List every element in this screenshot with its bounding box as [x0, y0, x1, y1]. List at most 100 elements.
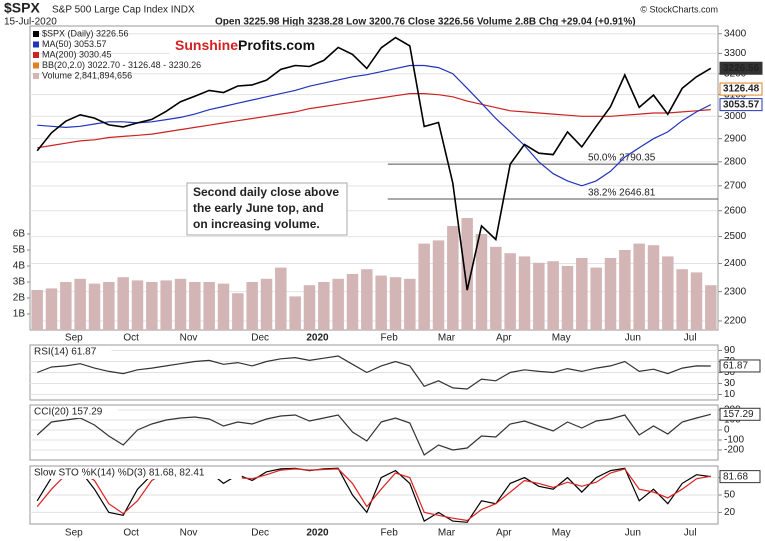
- annotation-line: the early June top, and: [193, 201, 324, 215]
- title-bg: [31, 467, 242, 479]
- series-line: [37, 93, 711, 149]
- volume-bar: [533, 262, 545, 330]
- volume-bar: [633, 243, 645, 330]
- value-badge: [719, 98, 763, 112]
- legend-label: $SPX (Daily) 3226.56: [42, 28, 129, 38]
- quote: Open 3225.98 High 3238.28 Low 3200.76 Cl…: [215, 17, 636, 28]
- volume-bar: [490, 246, 502, 330]
- legend-swatch: [33, 62, 39, 69]
- y2-tick-label: 2B: [13, 293, 26, 304]
- x-tick-label: May: [552, 528, 571, 539]
- fib-label: 50.0% 2790.35: [588, 153, 656, 164]
- legend-swatch: [33, 41, 39, 48]
- volume-bar: [260, 278, 273, 330]
- x-tick-label: Mar: [438, 528, 456, 539]
- y-tick-label: -100: [724, 435, 744, 446]
- volume-bar: [346, 274, 359, 330]
- legend-label: MA(200) 3030.45: [42, 49, 112, 59]
- y2-tick-label: 1B: [13, 309, 26, 320]
- volume-bar: [518, 256, 531, 330]
- value-badge-label: 3226.56: [723, 63, 760, 74]
- x-tick-label: 2020: [306, 528, 329, 539]
- y2-tick-label: 4B: [13, 261, 26, 272]
- y-tick-label: 2600: [724, 205, 747, 216]
- volume-bar: [232, 293, 244, 330]
- x-tick-label: Feb: [381, 528, 399, 539]
- volume-bar: [647, 245, 660, 330]
- value-badge-label: 3126.48: [723, 84, 760, 95]
- volume-bar: [461, 218, 473, 330]
- fib-label: 38.2% 2646.81: [588, 188, 656, 199]
- panel-frame: [29, 25, 719, 331]
- volume-bar: [547, 261, 559, 330]
- volume-bar: [590, 267, 602, 330]
- volume-bar: [690, 272, 703, 330]
- copyright: © StockCharts.com: [640, 4, 718, 14]
- y-tick-label: 90: [724, 345, 736, 356]
- value-badge: [719, 470, 761, 484]
- volume-bar: [404, 278, 416, 330]
- series-line: [36, 36, 712, 291]
- brand-text: SunshineProfits.com: [175, 37, 315, 53]
- annotation-line: on increasing volume.: [193, 217, 320, 231]
- panel-title: RSI(14) 61.87: [34, 347, 97, 358]
- x-tick-label: Jun: [625, 528, 641, 539]
- x-tick-label: Jul: [684, 528, 697, 539]
- symbol: $SPX: [4, 0, 40, 16]
- x-tick-label: Nov: [180, 333, 198, 344]
- y-tick-label: 3300: [724, 48, 747, 59]
- y-tick-label: 50: [724, 367, 736, 378]
- y-tick-label: 2500: [724, 231, 747, 242]
- series-line: [36, 468, 711, 522]
- series-line: [36, 413, 711, 456]
- volume-bar: [604, 258, 617, 330]
- volume-bar: [576, 258, 588, 330]
- brand-part: Profits.com: [238, 37, 315, 53]
- y-tick-label: 2900: [724, 133, 747, 144]
- y-tick-label: 2700: [724, 180, 747, 191]
- panel-frame: [29, 404, 719, 461]
- legend-swatch: [33, 31, 39, 37]
- volume-bar: [289, 296, 301, 330]
- annotation-line: Second daily close above: [193, 185, 339, 199]
- y2-tick-label: 5B: [13, 245, 26, 256]
- y-tick-label: 50: [724, 490, 736, 501]
- y-tick-label: 10: [724, 389, 736, 400]
- volume-bar: [189, 282, 201, 330]
- y-tick-label: 30: [724, 378, 736, 389]
- volume-bar: [561, 266, 574, 330]
- volume-bar: [217, 283, 230, 330]
- value-badge-label: 157.29: [723, 409, 754, 420]
- x-tick-label: Sep: [65, 333, 83, 344]
- x-tick-label: Feb: [381, 333, 399, 344]
- y2-tick-label: 3B: [13, 277, 26, 288]
- volume-bar: [88, 283, 101, 330]
- volume-bar: [275, 267, 287, 330]
- volume-bar: [332, 278, 344, 330]
- y-tick-label: 2400: [724, 258, 747, 269]
- title-bg: [31, 406, 118, 418]
- y-tick-label: 0: [724, 425, 730, 436]
- y-tick-label: 3000: [724, 111, 747, 122]
- value-badge: [719, 61, 763, 75]
- volume-bar: [432, 240, 445, 330]
- volume-bar: [475, 234, 488, 330]
- series-line: [36, 355, 711, 390]
- volume-bar: [174, 278, 187, 330]
- volume-bar: [60, 282, 72, 330]
- x-tick-label: Sep: [65, 528, 83, 539]
- x-tick-label: Dec: [251, 528, 269, 539]
- legend-label: BB(20,2.0) 3022.70 - 3126.48 - 3230.26: [42, 60, 201, 70]
- series-line: [37, 64, 712, 187]
- value-badge-label: 61.87: [723, 361, 748, 372]
- brand-box: [170, 36, 322, 56]
- volume-bar: [203, 282, 215, 330]
- volume-bar: [131, 280, 144, 330]
- volume-bar: [146, 282, 158, 330]
- instrument-name: S&P 500 Large Cap Index INDX: [52, 5, 195, 16]
- volume-bar: [418, 243, 430, 330]
- x-tick-label: Apr: [496, 528, 512, 539]
- x-tick-label: Jun: [625, 333, 641, 344]
- volume-bar: [361, 269, 373, 330]
